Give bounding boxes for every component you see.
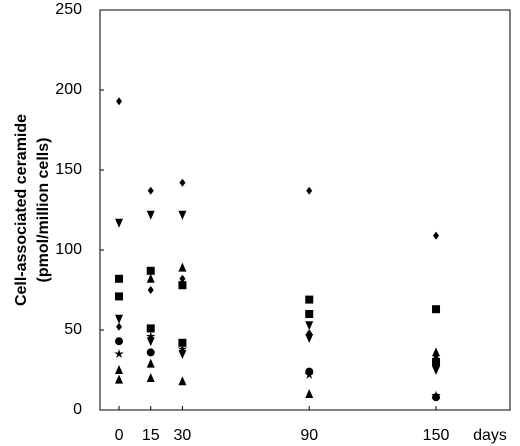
point <box>146 273 155 283</box>
point <box>306 186 313 195</box>
x-tick-label: 30 <box>174 427 192 444</box>
point <box>146 266 155 275</box>
y-tick-label: 250 <box>55 1 82 18</box>
point <box>115 374 124 384</box>
point <box>115 365 124 374</box>
point <box>305 310 314 318</box>
point <box>432 347 441 357</box>
point <box>146 324 155 333</box>
point <box>115 274 124 283</box>
point <box>146 348 155 357</box>
point <box>115 314 124 324</box>
point <box>304 369 314 379</box>
point <box>432 352 441 362</box>
point <box>432 366 441 375</box>
y-axis-label: (pmol/million cells) <box>35 138 52 283</box>
point <box>433 231 440 240</box>
point <box>146 210 155 220</box>
point <box>305 295 314 304</box>
x-tick-label: 150 <box>423 427 450 444</box>
point <box>305 389 314 398</box>
point <box>116 322 123 331</box>
point <box>116 97 123 106</box>
point <box>115 218 124 228</box>
point <box>179 178 186 187</box>
x-axis-label: days <box>473 427 507 444</box>
point <box>178 262 187 272</box>
x-tick-label: 0 <box>115 427 124 444</box>
x-tick-label: 90 <box>300 427 318 444</box>
point <box>178 277 187 286</box>
point <box>146 373 155 382</box>
y-tick-label: 50 <box>64 321 82 338</box>
point <box>305 334 314 343</box>
point <box>145 331 156 341</box>
point <box>432 305 441 314</box>
y-tick-label: 200 <box>55 81 82 98</box>
x-tick-label: 15 <box>142 427 160 444</box>
point <box>147 186 154 195</box>
point <box>114 349 124 359</box>
y-tick-label: 150 <box>55 161 82 178</box>
point <box>431 390 441 400</box>
point <box>115 337 124 346</box>
point <box>178 210 187 220</box>
point <box>147 286 154 294</box>
y-axis-label: Cell-associated ceramide <box>13 114 30 306</box>
point <box>178 350 187 359</box>
point <box>305 321 314 331</box>
point <box>432 358 441 366</box>
y-tick-label: 100 <box>55 241 82 258</box>
point <box>178 338 187 347</box>
plot-frame <box>99 9 511 411</box>
point <box>115 292 124 301</box>
point <box>177 344 188 354</box>
point <box>146 337 155 347</box>
y-tick-label: 0 <box>73 401 82 418</box>
point <box>146 358 155 368</box>
point <box>178 376 187 386</box>
